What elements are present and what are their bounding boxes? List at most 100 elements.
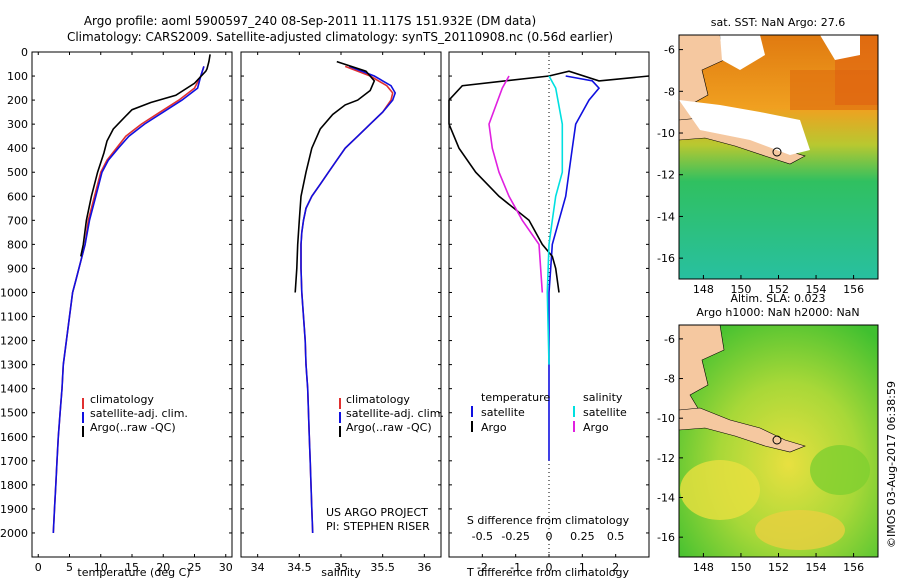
sla-high-patch <box>680 460 760 520</box>
sst-missing-data <box>720 35 765 70</box>
x-tick-label: 5 <box>66 561 73 574</box>
legend-label-t-argo: Argo <box>481 421 507 434</box>
sla-mid-patch <box>810 445 870 495</box>
sla-map-ticks: 148 150 152 154 156 -6 -8 -10 -12 -14 -16 <box>657 333 864 574</box>
sla-map-title2: Argo h1000: NaN h2000: NaN <box>696 306 859 319</box>
lon-tick-label: 154 <box>806 283 827 296</box>
x-tick-label: 15 <box>125 561 139 574</box>
legend-label-t-satellite: satellite <box>481 406 525 419</box>
legend-label-s-satellite: satellite <box>583 406 627 419</box>
sla-map: Altim. SLA: 0.023 Argo h1000: NaN h2000:… <box>657 292 879 574</box>
legend-header-temperature: temperature <box>481 391 550 404</box>
lat-tick-label: -6 <box>664 333 675 346</box>
y-tick-label: 100 <box>7 70 28 83</box>
lat-tick-label: -12 <box>657 169 675 182</box>
series-line-s-satellite <box>546 75 564 365</box>
sst-map-title: sat. SST: NaN Argo: 27.6 <box>711 16 845 29</box>
s-tick-label: -0.25 <box>501 530 529 543</box>
s-tick-label: -0.5 <box>472 530 493 543</box>
series-line-t-satellite <box>548 75 601 461</box>
sst-missing-data <box>820 35 860 60</box>
y-tick-label: 1400 <box>0 383 28 396</box>
x-tick-label: -1 <box>510 561 521 574</box>
sst-map-ticks: 148 150 152 154 156 -6 -8 -10 -12 -14 -16 <box>657 44 864 296</box>
imos-watermark: ©IMOS 03-Aug-2017 06:38:59 <box>885 381 898 548</box>
lon-tick-label: 150 <box>730 561 751 574</box>
figure-title-line2: Climatology: CARS2009. Satellite-adjuste… <box>67 30 613 44</box>
x-tick-label: 30 <box>219 561 233 574</box>
figure-title-line1: Argo profile: aoml 5900597_240 08-Sep-20… <box>84 14 536 28</box>
legend-label-satellite: satellite-adj. clim. <box>90 407 188 420</box>
legend-label-argo: Argo(..raw -QC) <box>346 421 432 434</box>
y-tick-label: 1800 <box>0 479 28 492</box>
lon-tick-label: 156 <box>843 561 864 574</box>
legend-label-climatology: climatology <box>346 393 410 406</box>
x-tick-label: 35 <box>334 561 348 574</box>
x-tick-label: 20 <box>156 561 170 574</box>
x-tick-label: 1 <box>579 561 586 574</box>
salinity-legend: climatology satellite-adj. clim. Argo(..… <box>326 393 444 533</box>
pi-label: PI: STEPHEN RISER <box>326 520 430 533</box>
legend-label-argo: Argo(..raw -QC) <box>90 421 176 434</box>
y-tick-label: 0 <box>21 46 28 59</box>
x-tick-label: 10 <box>94 561 108 574</box>
y-tick-label: 1700 <box>0 455 28 468</box>
lat-tick-label: -8 <box>664 85 675 98</box>
x-tick-label: 2 <box>612 561 619 574</box>
float-position-marker <box>772 435 782 445</box>
series-line-s-argo <box>488 75 544 293</box>
sla-high-patch <box>755 510 845 550</box>
x-tick-label: 36 <box>417 561 431 574</box>
y-tick-label: 1200 <box>0 335 28 348</box>
lat-tick-label: -16 <box>657 252 675 265</box>
lon-tick-label: 152 <box>768 561 789 574</box>
salinity-panel-frame <box>240 51 442 558</box>
lon-tick-label: 154 <box>806 561 827 574</box>
temperature-legend: climatology satellite-adj. clim. Argo(..… <box>82 393 188 437</box>
lat-tick-label: -10 <box>657 412 675 425</box>
series-line-argo <box>294 60 376 293</box>
y-tick-label: 300 <box>7 118 28 131</box>
y-tick-label: 2000 <box>0 527 28 540</box>
temperature-plot: 0100200300400500600700800900100011001200… <box>0 46 233 574</box>
y-tick-label: 1000 <box>0 286 28 299</box>
x-tick-label: 0 <box>35 561 42 574</box>
x-tick-label: 34 <box>251 561 265 574</box>
lon-tick-label: 150 <box>730 283 751 296</box>
lat-tick-label: -12 <box>657 452 675 465</box>
y-tick-label: 1300 <box>0 359 28 372</box>
y-tick-label: 1100 <box>0 311 28 324</box>
lat-tick-label: -14 <box>657 210 675 223</box>
salinity-plot: 34 34.5 35 35.5 36 <box>241 51 441 574</box>
s-difference-axis-label: S difference from climatology <box>467 514 630 527</box>
lon-tick-label: 156 <box>843 283 864 296</box>
y-tick-label: 400 <box>7 142 28 155</box>
x-tick-label: 34.5 <box>287 561 312 574</box>
y-tick-label: 1600 <box>0 431 28 444</box>
s-tick-label: 0.5 <box>607 530 625 543</box>
legend-label-climatology: climatology <box>90 393 154 406</box>
lon-tick-label: 148 <box>693 561 714 574</box>
series-line-satellite <box>52 66 205 534</box>
lat-tick-label: -6 <box>664 44 675 57</box>
x-tick-label: 0 <box>546 561 553 574</box>
temperature-panel-frame <box>31 51 233 558</box>
series-line-satellite <box>300 65 397 534</box>
salinity-axis-label: salinity <box>321 566 361 579</box>
y-tick-label: 700 <box>7 214 28 227</box>
y-tick-label: 900 <box>7 262 28 275</box>
series-line-argo <box>80 54 211 257</box>
y-tick-label: 800 <box>7 238 28 251</box>
t-difference-axis-label: T difference from climatology <box>466 566 629 579</box>
s-tick-label: 0.25 <box>570 530 595 543</box>
series-line-climatology <box>300 65 394 534</box>
float-position-marker <box>772 147 782 157</box>
y-tick-label: 500 <box>7 166 28 179</box>
x-tick-label: 25 <box>188 561 202 574</box>
x-tick-label: -2 <box>477 561 488 574</box>
legend-header-salinity: salinity <box>583 391 623 404</box>
lat-tick-label: -14 <box>657 492 675 505</box>
lon-tick-label: 152 <box>768 283 789 296</box>
